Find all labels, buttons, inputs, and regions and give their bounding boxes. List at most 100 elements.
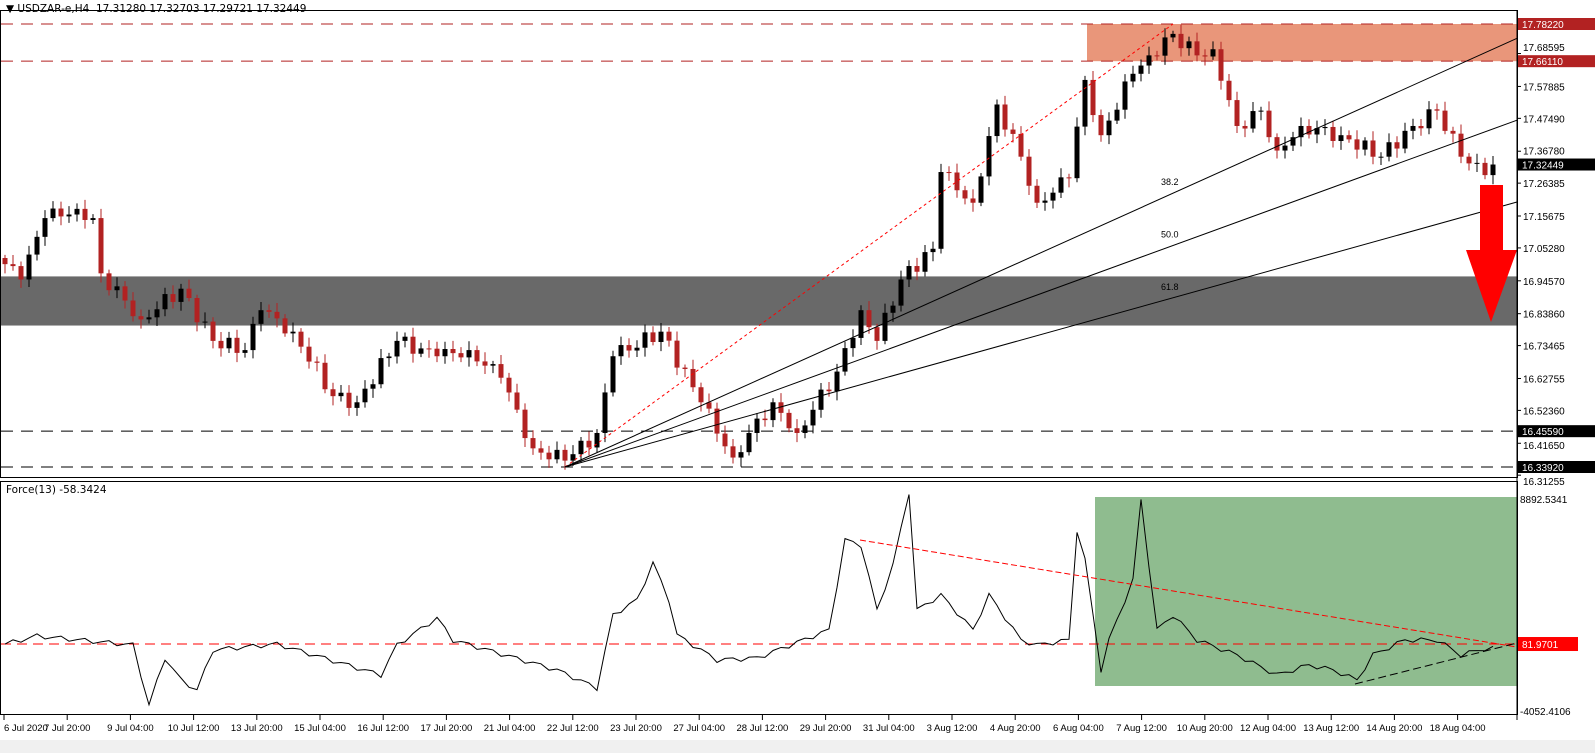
candle-body [682, 367, 688, 369]
candle-body [1234, 100, 1240, 126]
candle-body [98, 218, 104, 274]
fib-fan-label: 50.0 [1161, 230, 1179, 240]
candle-body [698, 387, 704, 403]
candle-body [898, 279, 904, 306]
candle-body [602, 392, 608, 433]
candle-body [258, 310, 264, 324]
candle-body [1290, 137, 1296, 146]
fib-fan-line [564, 37, 1518, 468]
candle-body [402, 336, 408, 341]
candle-body [738, 452, 744, 458]
y-tick-label: 17.36780 [1523, 147, 1565, 158]
force-level-label-bg [1518, 637, 1578, 652]
y-tick-label: 17.68595 [1523, 43, 1565, 54]
candle-body [1394, 142, 1400, 149]
candle-body [642, 332, 648, 348]
x-tick-label: 6 Jul 2020 [4, 723, 48, 734]
candle-body [1466, 156, 1472, 164]
x-tick-label: 10 Jul 12:00 [168, 723, 220, 734]
candle-body [1306, 125, 1312, 135]
candle-body [658, 331, 664, 342]
candle-body [1298, 125, 1304, 138]
candle-body [834, 371, 840, 392]
candle-body [1106, 120, 1112, 136]
candle-body [274, 311, 280, 319]
candle-body [354, 402, 360, 408]
candle-body [1482, 162, 1488, 176]
candle-body [42, 218, 48, 237]
x-tick-label: 27 Jul 04:00 [673, 723, 725, 734]
x-tick-label: 10 Aug 20:00 [1177, 723, 1233, 734]
candle-body [178, 288, 184, 302]
candle-body [802, 425, 808, 433]
candle-body [1066, 177, 1072, 179]
candle-body [1074, 126, 1080, 179]
candle-body [634, 347, 640, 351]
candle-body [26, 254, 32, 280]
candle-body [706, 402, 712, 409]
candle-body [330, 389, 336, 397]
candle-body [842, 348, 848, 372]
x-tick-label: 7 Jul 20:00 [44, 723, 90, 734]
x-tick-label: 16 Jul 12:00 [357, 723, 409, 734]
level-label-bg [1518, 55, 1595, 68]
candle-body [1490, 164, 1496, 176]
candle-body [154, 309, 160, 318]
x-tick-label: 9 Jul 04:00 [107, 723, 153, 734]
candle-body [378, 358, 384, 385]
y-tick-label: 17.05280 [1523, 244, 1565, 255]
level-label: 17.66110 [1522, 57, 1563, 68]
candle-body [122, 286, 128, 301]
candle-body [1418, 125, 1424, 129]
candle-body [386, 356, 392, 359]
candle-body [610, 356, 616, 393]
x-tick-label: 21 Jul 04:00 [484, 723, 536, 734]
candle-body [74, 208, 80, 215]
candle-body [10, 264, 16, 267]
candle-body [586, 440, 592, 448]
y-tick-label: 17.26385 [1523, 179, 1565, 190]
candle-body [786, 412, 792, 429]
candle-body [1026, 156, 1032, 186]
candle-body [1098, 115, 1104, 136]
candle-body [866, 310, 872, 328]
candle-body [162, 294, 168, 310]
candle-body [1218, 49, 1224, 81]
candle-body [58, 208, 64, 217]
candle-body [562, 449, 568, 461]
candle-body [714, 408, 720, 434]
candle-body [1434, 109, 1440, 111]
candle-body [794, 428, 800, 433]
candle-body [1282, 145, 1288, 151]
candle-body [490, 364, 496, 366]
candle-body [1138, 65, 1144, 74]
candle-body [434, 348, 440, 357]
candle-body [394, 340, 400, 357]
candle-body [1354, 139, 1360, 150]
y-tick-label: 17.47490 [1523, 114, 1565, 125]
candle-body [1154, 55, 1160, 57]
x-tick-label: 14 Aug 20:00 [1366, 723, 1422, 734]
candle-body [1202, 55, 1208, 57]
candle-body [362, 388, 368, 403]
candle-body [1402, 130, 1408, 149]
candle-body [130, 300, 136, 317]
candle-body [290, 331, 296, 334]
current-price-label: 17.32449 [1522, 161, 1564, 172]
force-level-label: 81.9701 [1522, 640, 1559, 651]
candle-body [778, 402, 784, 413]
candle-body [1314, 128, 1320, 135]
indicator-label: Force(13) -58.3424 [6, 484, 107, 496]
candle-body [978, 176, 984, 203]
candle-body [338, 392, 344, 397]
fib-fan-label: 61.8 [1161, 282, 1179, 292]
x-tick-label: 31 Jul 04:00 [863, 723, 915, 734]
candle-body [522, 409, 528, 439]
candle-body [450, 349, 456, 354]
candle-body [954, 172, 960, 191]
candle-body [946, 172, 952, 174]
candle-body [314, 361, 320, 363]
candle-body [1170, 33, 1176, 38]
candle-body [962, 190, 968, 199]
